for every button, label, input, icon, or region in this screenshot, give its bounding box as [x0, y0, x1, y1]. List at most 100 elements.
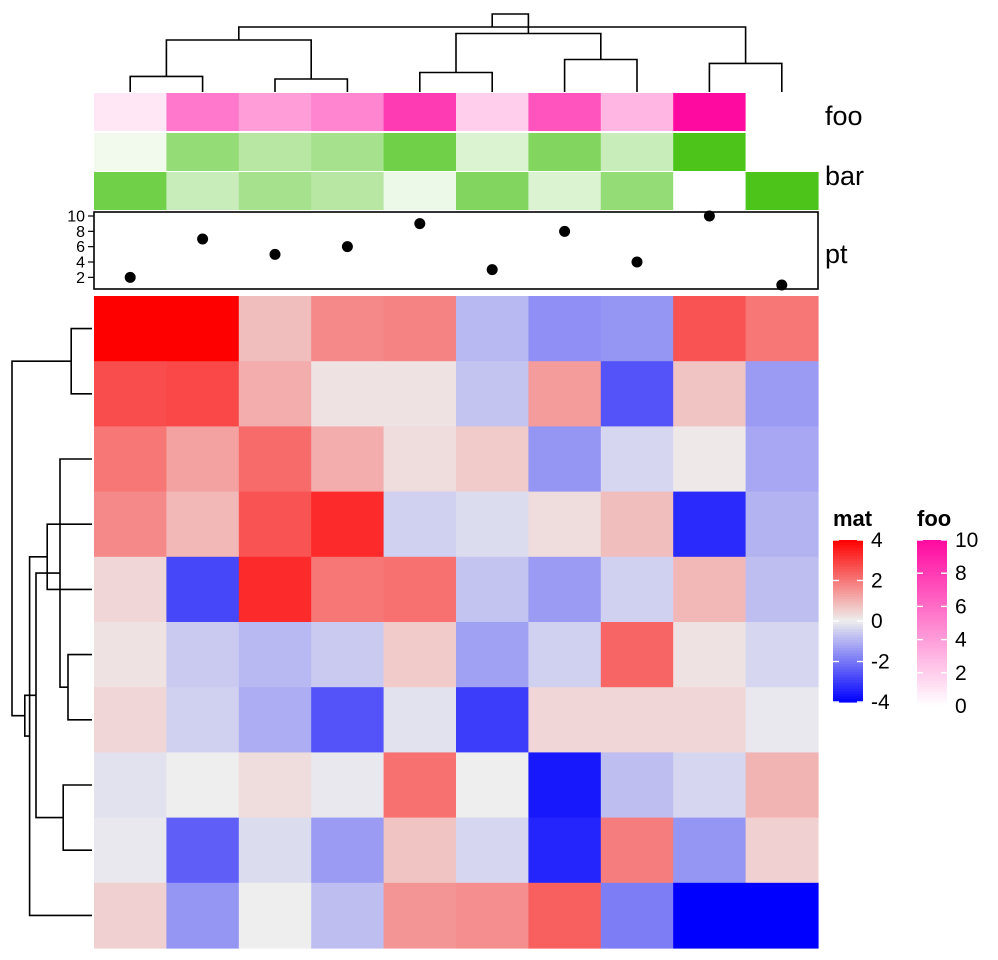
legend-color-step: [833, 615, 863, 619]
legend-color-step: [917, 587, 947, 591]
legend-color-step: [833, 618, 863, 622]
legend-color-step: [917, 573, 947, 577]
heatmap-cell: [673, 361, 747, 427]
foo-annotation-cell: [238, 93, 312, 131]
legend-color-step: [833, 637, 863, 641]
legend-color-step: [917, 658, 947, 663]
legend-color-step: [833, 556, 863, 560]
legend-tick-label: 8: [955, 562, 967, 585]
heatmap-cell: [528, 882, 602, 949]
heatmap-cell: [673, 882, 747, 949]
legend-color-step: [917, 570, 947, 574]
legend-color-step: [917, 628, 947, 632]
heatmap-cell: [600, 491, 674, 558]
foo-annotation-cell: [673, 93, 747, 131]
legend-color-step: [833, 545, 863, 549]
pt-annotation-label: pt: [825, 239, 848, 269]
legend-color-step: [833, 594, 863, 598]
heatmap-cell: [94, 882, 167, 949]
heatmap-cell: [238, 687, 312, 753]
legend-tick-label: 4: [955, 629, 967, 652]
bar-annotation-label: bar: [825, 161, 864, 191]
heatmap-cell: [94, 817, 167, 884]
heatmap-cell: [673, 752, 747, 819]
legend-color-step: [833, 688, 863, 692]
legend-color-step: [917, 642, 947, 646]
legend-tick-label: 10: [955, 529, 978, 552]
legend-color-step: [833, 656, 863, 660]
heatmap-cell: [673, 426, 747, 493]
heatmap-cell: [745, 882, 819, 949]
dendrogram-branch: [62, 784, 92, 851]
pt-point: [341, 241, 353, 253]
heatmap-cell: [528, 622, 602, 688]
bar-annotation-cell: [238, 133, 312, 171]
legend-color-step: [833, 666, 863, 671]
heatmap-cell: [745, 752, 819, 819]
pt-tick-label: 4: [76, 255, 85, 272]
heatmap-cell: [456, 296, 529, 362]
legend-color-step: [833, 675, 863, 679]
legend-tick-label: -2: [871, 651, 890, 674]
legend-color-step: [833, 664, 863, 668]
legend-color-step: [917, 661, 947, 666]
legend-color-step: [833, 626, 863, 630]
heatmap-cell: [528, 426, 602, 493]
heatmap-cell: [94, 296, 167, 362]
legend-color-step: [833, 553, 863, 557]
legend-color-step: [917, 678, 947, 682]
legend-color-step: [833, 548, 863, 552]
pt-point: [631, 256, 643, 268]
legend-color-step: [917, 606, 947, 610]
heatmap-cell: [238, 361, 312, 427]
legend-color-step: [917, 600, 947, 605]
legend-color-step: [917, 609, 947, 613]
heatmap-cell: [673, 556, 747, 623]
legend-color-step: [917, 575, 947, 580]
heatmap-cell: [383, 622, 457, 688]
heatmap-cell: [745, 622, 819, 688]
pt-tick-label: 10: [67, 209, 85, 226]
heatmap-cell: [745, 491, 819, 558]
heatmap-cell: [238, 491, 312, 558]
legend-color-step: [917, 553, 947, 558]
heatmap-cell: [166, 491, 240, 558]
legend-color-step: [917, 625, 947, 630]
heatmap-cell: [673, 296, 747, 362]
heatmap-cell: [528, 817, 602, 884]
legend-color-step: [917, 686, 947, 690]
heatmap-cell: [311, 687, 385, 753]
heatmap-cell: [528, 361, 602, 427]
legend-color-step: [833, 680, 863, 684]
legend-color-step: [917, 639, 947, 643]
heatmap-cell: [745, 687, 819, 753]
heatmap-cell: [673, 817, 747, 884]
bar-annotation-cell: [745, 172, 819, 210]
bar-annotation-cell: [673, 172, 747, 210]
heatmap-cell: [528, 556, 602, 623]
pt-point: [559, 225, 571, 237]
legend-color-step: [917, 603, 947, 607]
pt-point: [776, 279, 788, 291]
heatmap-cell: [528, 687, 602, 753]
legend-color-step: [917, 631, 947, 635]
heatmap-cell: [745, 361, 819, 427]
bar-annotation-cell: [745, 133, 819, 171]
heatmap-cell: [745, 556, 819, 623]
legend-tick-label: 6: [955, 595, 967, 618]
bar-annotation-cell: [94, 133, 167, 171]
pt-tick-label: 2: [76, 270, 85, 287]
heatmap-cell: [456, 752, 529, 819]
heatmap-cell: [166, 426, 240, 493]
legend-tick-label: 0: [955, 695, 967, 718]
legend-color-step: [917, 697, 947, 702]
pt-tick-label: 6: [76, 239, 85, 256]
legend-color-step: [833, 634, 863, 638]
legend-color-step: [833, 572, 863, 576]
legend-color-step: [833, 683, 863, 687]
dendrogram-branch: [165, 39, 312, 79]
heatmap-cell: [383, 752, 457, 819]
heatmap-cell: [166, 882, 240, 949]
column-dendrogram: [129, 13, 783, 92]
